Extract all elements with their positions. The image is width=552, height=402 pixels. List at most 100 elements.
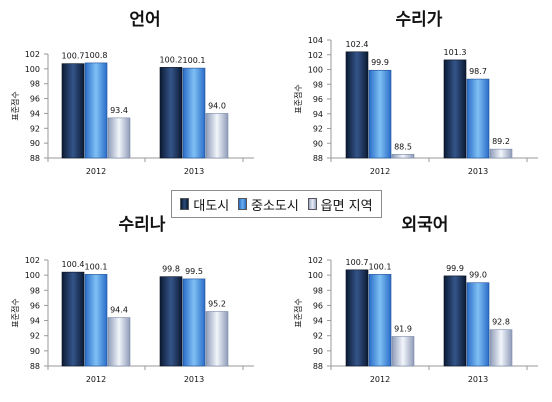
bar-2-2-1 (205, 311, 229, 367)
y-tick-label-2-4: 96 (30, 301, 40, 310)
bar-2-1-1 (182, 278, 206, 367)
bar-0-2-1 (205, 113, 229, 159)
y-tick-label-3-6: 100 (308, 271, 323, 280)
data-label-0-0-1: 100.2 (160, 55, 183, 64)
bar-3-2-1 (489, 329, 513, 367)
data-label-0-1-0: 100.8 (85, 51, 108, 60)
bar-3-2-0 (391, 336, 415, 367)
y-tick-label-2-6: 100 (25, 271, 40, 280)
bar-0-1-1 (182, 67, 206, 159)
bar-0-1-0 (84, 62, 108, 159)
bar-3-0-1 (443, 275, 467, 367)
legend-label-rural: 읍면 지역 (320, 198, 373, 214)
x-tick-label-3-1: 2013 (468, 375, 488, 384)
data-label-0-0-0: 100.7 (62, 52, 85, 61)
data-label-3-2-1: 92.8 (492, 318, 510, 327)
legend-swatch-rural (307, 198, 317, 210)
legend-label-large-city: 대도시 (193, 198, 230, 214)
bar-0-2-0 (107, 117, 131, 159)
y-tick-label-2-2: 92 (30, 332, 40, 341)
data-label-2-1-0: 100.1 (85, 262, 108, 271)
chart-title-1: 수리가 (396, 10, 443, 30)
data-label-0-2-1: 94.0 (208, 101, 226, 110)
data-label-3-0-0: 100.7 (346, 258, 369, 267)
x-tick-label-1-0: 2012 (370, 167, 390, 176)
data-label-0-2-0: 93.4 (110, 106, 128, 115)
bar-0-0-0 (61, 63, 85, 159)
y-tick-label-1-7: 102 (308, 51, 323, 60)
bar-1-1-0 (368, 69, 392, 159)
y-tick-label-1-3: 94 (313, 110, 323, 119)
data-label-0-1-1: 100.1 (183, 56, 206, 65)
y-tick-label-0-7: 102 (25, 50, 40, 59)
x-tick-label-2-0: 2012 (86, 375, 106, 384)
data-label-2-2-0: 94.4 (110, 306, 128, 315)
data-label-2-0-1: 99.8 (162, 265, 180, 274)
data-label-1-2-0: 88.5 (394, 142, 412, 151)
y-axis-label-0: 표준점수 (10, 91, 20, 120)
y-tick-label-1-6: 100 (308, 66, 323, 75)
bar-1-1-1 (466, 78, 490, 159)
data-label-1-0-1: 101.3 (444, 48, 467, 57)
data-label-3-2-0: 91.9 (394, 324, 412, 333)
bar-3-0-0 (345, 269, 369, 367)
legend-swatch-small-city (238, 198, 248, 210)
bar-1-0-0 (345, 51, 369, 159)
legend: 대도시 중소도시 읍면 지역 (171, 190, 382, 218)
data-label-1-2-1: 89.2 (492, 137, 510, 146)
y-tick-label-1-0: 88 (313, 154, 323, 163)
y-tick-label-2-3: 94 (30, 317, 40, 326)
y-tick-label-1-4: 96 (313, 95, 323, 104)
y-tick-label-0-3: 94 (30, 109, 40, 118)
y-tick-label-1-8: 104 (308, 36, 323, 45)
data-label-2-0-0: 100.4 (62, 260, 85, 269)
bar-2-1-0 (84, 274, 108, 367)
data-label-1-0-0: 102.4 (346, 40, 369, 49)
bar-2-2-0 (107, 317, 131, 367)
x-tick-label-0-1: 2013 (184, 167, 204, 176)
data-label-3-0-1: 99.9 (446, 264, 464, 273)
data-label-1-1-0: 99.9 (371, 58, 389, 67)
bar-0-0-1 (159, 67, 183, 159)
legend-item-small-city: 중소도시 (238, 195, 299, 214)
y-tick-label-3-5: 98 (313, 286, 323, 295)
data-label-2-2-1: 95.2 (208, 299, 226, 308)
bar-1-2-0 (391, 154, 415, 159)
y-tick-label-3-7: 102 (308, 256, 323, 265)
chart-title-2: 수리나 (119, 215, 166, 235)
legend-swatch-large-city (180, 198, 190, 210)
data-label-1-1-1: 98.7 (469, 67, 487, 76)
y-tick-label-0-5: 98 (30, 80, 40, 89)
x-tick-label-2-1: 2013 (184, 375, 204, 384)
y-tick-label-2-1: 90 (30, 347, 40, 356)
y-tick-label-3-4: 96 (313, 301, 323, 310)
y-tick-label-0-0: 88 (30, 154, 40, 163)
y-tick-label-0-6: 100 (25, 65, 40, 74)
legend-label-small-city: 중소도시 (251, 198, 299, 214)
y-axis-label-3: 표준점수 (293, 298, 303, 327)
y-tick-label-0-2: 92 (30, 124, 40, 133)
data-label-2-1-1: 99.5 (185, 267, 203, 276)
y-tick-label-1-5: 98 (313, 80, 323, 89)
data-label-3-1-0: 100.1 (369, 262, 392, 271)
chart-title-3: 외국어 (402, 215, 449, 235)
x-tick-label-3-0: 2012 (370, 375, 390, 384)
bar-2-0-0 (61, 271, 85, 367)
y-tick-label-3-2: 92 (313, 332, 323, 341)
chart-title-0: 언어 (129, 10, 160, 30)
x-tick-label-0-0: 2012 (86, 167, 106, 176)
y-tick-label-2-7: 102 (25, 256, 40, 265)
bar-2-0-1 (159, 276, 183, 367)
bar-1-2-1 (489, 148, 513, 159)
y-axis-label-1: 표준점수 (293, 84, 303, 113)
y-tick-label-1-1: 90 (313, 139, 323, 148)
bar-3-1-1 (466, 282, 490, 367)
y-tick-label-1-2: 92 (313, 125, 323, 134)
bar-3-1-0 (368, 274, 392, 367)
bar-1-0-1 (443, 59, 467, 159)
y-tick-label-2-5: 98 (30, 286, 40, 295)
y-tick-label-2-0: 88 (30, 362, 40, 371)
y-tick-label-0-4: 96 (30, 95, 40, 104)
y-axis-label-2: 표준점수 (10, 298, 20, 327)
